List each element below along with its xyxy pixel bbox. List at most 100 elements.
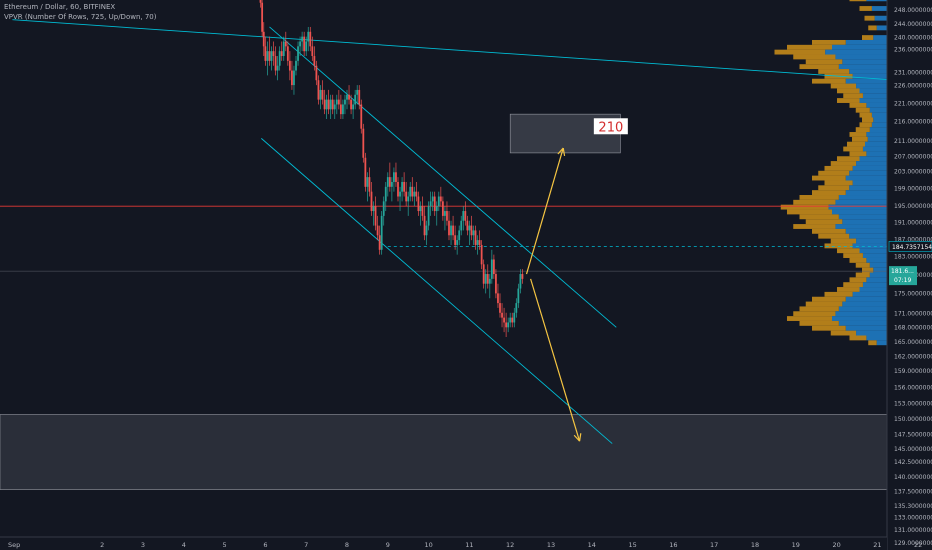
volume-profile-down-bar [812,78,846,84]
volume-profile-down-bar [849,132,867,137]
candle-body [448,220,450,236]
volume-profile-up-bar [869,127,887,133]
volume-profile-down-bar [849,257,867,263]
price-axis-tick-label: 162.00000000 [894,354,932,361]
volume-profile-up-bar [866,257,887,263]
volume-profile-down-bar [812,228,846,234]
candle-body [399,191,401,197]
volume-profile-down-bar [805,219,843,225]
price-axis-tick-label: 175.00000000 [894,291,932,298]
candle-body [337,99,340,105]
candle-body [415,191,418,197]
candle-body [407,196,410,202]
candle-body [476,240,479,245]
candle-body [393,172,395,182]
volume-profile-down-bar [862,117,874,123]
volume-profile-up-bar [874,15,887,21]
volume-profile-down-bar [837,156,860,162]
time-axis-tick-label: 20 [832,541,840,549]
volume-profile-up-bar [866,335,887,341]
candle-body [358,89,361,105]
candle-body [488,278,491,284]
volume-profile-down-bar [855,107,870,113]
volume-profile-up-bar [866,277,887,283]
candle-body [339,104,342,115]
candle-body [395,172,397,182]
price-axis-tick-label: 131.00000000 [894,527,932,534]
volume-profile-up-bar [871,6,887,11]
volume-profile-up-bar [862,93,887,99]
volume-profile-up-bar [835,224,887,229]
price-axis-tick-label: 150.00000000 [894,416,932,423]
candle-body [421,206,424,216]
price-axis-tick-label: 168.00000000 [894,325,932,332]
candle-body [386,177,389,187]
volume-profile-up-bar [849,233,887,239]
volume-profile-down-bar [849,0,867,2]
candle-body [460,220,463,231]
price-axis-tick-label: 211.00000000 [894,138,932,145]
volume-profile-down-bar [830,330,857,336]
volume-profile-up-bar [852,180,887,186]
candle-body [497,293,499,304]
candle-body [325,99,328,110]
volume-profile-up-bar [866,0,887,2]
volume-profile-up-bar [849,170,887,176]
volume-profile-down-bar [855,127,870,133]
volume-profile-up-bar [849,69,887,74]
volume-profile-up-bar [852,243,887,249]
candle-body [425,225,428,236]
candle-body [274,56,277,71]
price-axis-tick-label: 207.00000000 [894,154,932,161]
price-axis-tick-label: 133.00000000 [894,515,932,522]
candle-body [311,46,314,57]
volume-profile-down-bar [818,69,850,74]
candle-body [507,322,510,328]
candle-body [511,317,514,323]
volume-profile-up-bar [866,132,887,137]
volume-profile-up-bar [835,199,887,205]
volume-profile-up-bar [845,296,887,302]
candle-body [513,312,516,323]
candle-body [462,211,465,221]
candle-body [259,0,262,3]
volume-profile-down-bar [812,296,846,302]
dashed-level-price-tag [888,241,932,252]
price-axis-tick-label: 187.00000000 [894,237,932,244]
volume-profile-down-bar [787,209,832,215]
candle-body [284,41,287,47]
volume-profile-up-bar [876,25,887,31]
volume-profile-up-bar [873,35,887,40]
candle-body [429,201,432,207]
price-axis-tick-label: 203.00000000 [894,169,932,176]
candle-body [268,51,271,61]
candle-body [266,51,269,61]
time-axis-tick-label: 12 [506,541,514,549]
candle-body [264,46,267,61]
candle-body [319,89,322,100]
volume-profile-down-bar [868,340,877,346]
volume-profile-up-bar [832,316,887,321]
candle-body [333,104,336,110]
volume-profile-down-bar [812,190,846,196]
candle-body [456,240,459,245]
volume-profile-down-bar [849,151,867,157]
volume-profile-down-bar [818,233,850,239]
target-label-text: 210 [598,120,623,135]
time-axis-tick-label: 7 [304,541,308,549]
volume-profile-down-bar [855,272,870,278]
volume-profile-up-bar [838,64,887,70]
volume-profile-up-bar [869,262,887,268]
candle-body [486,274,489,284]
volume-profile-up-bar [845,78,887,84]
candle-body [501,312,503,318]
volume-profile-down-bar [824,243,853,249]
volume-profile-up-bar [856,238,887,244]
candle-body [327,99,330,110]
time-axis-tick-label: 22 [914,541,922,549]
projection-up-arrow-head [557,147,564,155]
volume-profile-up-bar [838,320,887,326]
support-zone [0,414,888,490]
